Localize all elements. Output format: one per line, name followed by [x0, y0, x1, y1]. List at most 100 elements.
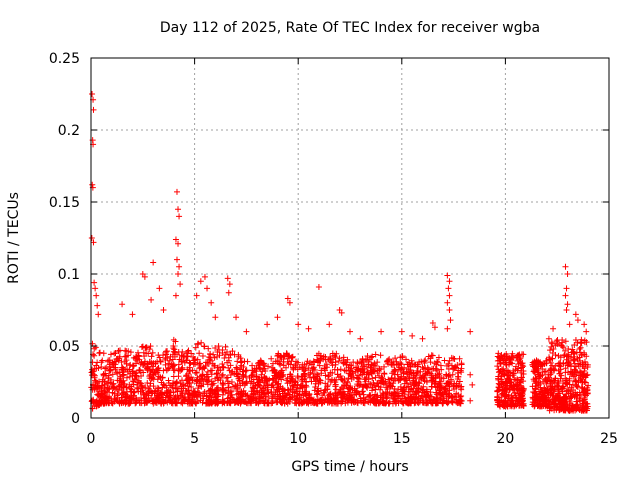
data-point — [352, 369, 359, 376]
data-point — [170, 342, 177, 349]
data-point — [569, 346, 576, 353]
data-point — [208, 299, 215, 306]
data-point — [338, 309, 345, 316]
data-point — [346, 370, 353, 377]
data-point — [209, 367, 216, 374]
data-point — [94, 402, 101, 409]
data-point — [443, 380, 450, 387]
data-point — [192, 344, 199, 351]
axis-ticks — [90, 57, 610, 419]
data-point — [245, 396, 252, 403]
data-point — [564, 271, 571, 277]
data-point — [534, 367, 541, 374]
data-point — [172, 393, 179, 400]
data-point — [115, 357, 122, 364]
data-point — [577, 375, 584, 382]
data-point — [431, 360, 438, 367]
data-point — [225, 384, 232, 391]
data-point — [212, 375, 219, 382]
data-point — [421, 360, 428, 367]
data-point — [559, 339, 566, 346]
data-point — [226, 367, 233, 374]
data-point — [509, 400, 516, 407]
data-point — [514, 382, 521, 389]
data-point — [135, 353, 142, 360]
data-point — [570, 357, 577, 364]
data-point — [317, 379, 324, 386]
data-point — [398, 328, 405, 335]
data-point — [188, 383, 195, 390]
data-point — [117, 375, 124, 382]
data-point — [368, 367, 375, 374]
data-point — [445, 360, 452, 367]
data-point — [536, 398, 543, 405]
data-point — [435, 371, 442, 378]
data-point — [547, 367, 554, 374]
data-point — [421, 390, 428, 397]
data-point — [176, 213, 183, 220]
data-point — [133, 398, 140, 405]
data-point — [520, 363, 527, 370]
data-point — [506, 369, 513, 376]
data-point — [307, 369, 314, 376]
data-point — [212, 345, 219, 352]
data-point — [424, 369, 431, 376]
data-point — [219, 371, 226, 378]
data-point — [107, 379, 114, 386]
data-point — [422, 400, 429, 407]
data-point — [275, 370, 282, 377]
data-point — [335, 374, 342, 381]
data-point — [574, 392, 581, 399]
data-point — [112, 366, 119, 373]
data-point — [384, 385, 391, 392]
data-point — [252, 394, 259, 401]
data-point — [104, 395, 111, 402]
data-point — [441, 385, 448, 392]
data-point — [394, 371, 401, 378]
data-point — [322, 386, 329, 393]
data-point — [494, 387, 501, 394]
data-point — [583, 328, 590, 335]
data-point — [380, 378, 387, 385]
data-point — [373, 400, 380, 407]
data-point — [547, 359, 554, 366]
data-point — [578, 384, 585, 391]
data-point — [331, 366, 338, 373]
data-point — [579, 352, 586, 359]
data-point — [389, 383, 396, 390]
data-point — [214, 387, 221, 394]
data-point — [541, 368, 548, 375]
data-point — [499, 381, 506, 388]
data-point — [116, 400, 123, 407]
data-point — [173, 256, 180, 263]
data-point — [433, 395, 440, 402]
data-point — [549, 362, 556, 369]
data-point — [241, 358, 248, 365]
data-point — [247, 395, 254, 402]
data-point — [453, 390, 460, 397]
x-tick-label: 0 — [87, 431, 96, 447]
data-point — [314, 396, 321, 403]
data-point — [344, 356, 351, 363]
data-point — [197, 278, 204, 285]
data-point — [447, 376, 454, 383]
data-point — [177, 380, 184, 387]
data-point — [550, 325, 557, 332]
data-point — [337, 391, 344, 398]
data-point — [234, 398, 241, 405]
data-point — [289, 388, 296, 395]
data-point — [142, 384, 149, 391]
data-point — [567, 393, 574, 400]
data-point — [367, 399, 374, 406]
data-point — [452, 394, 459, 401]
data-point — [266, 376, 273, 383]
data-point — [264, 384, 271, 391]
data-point — [408, 386, 415, 393]
data-point — [516, 379, 523, 386]
data-point — [343, 367, 350, 374]
data-point — [270, 391, 277, 398]
data-point — [102, 370, 109, 377]
data-point — [516, 355, 523, 362]
data-point — [558, 372, 565, 379]
data-point — [274, 358, 281, 365]
